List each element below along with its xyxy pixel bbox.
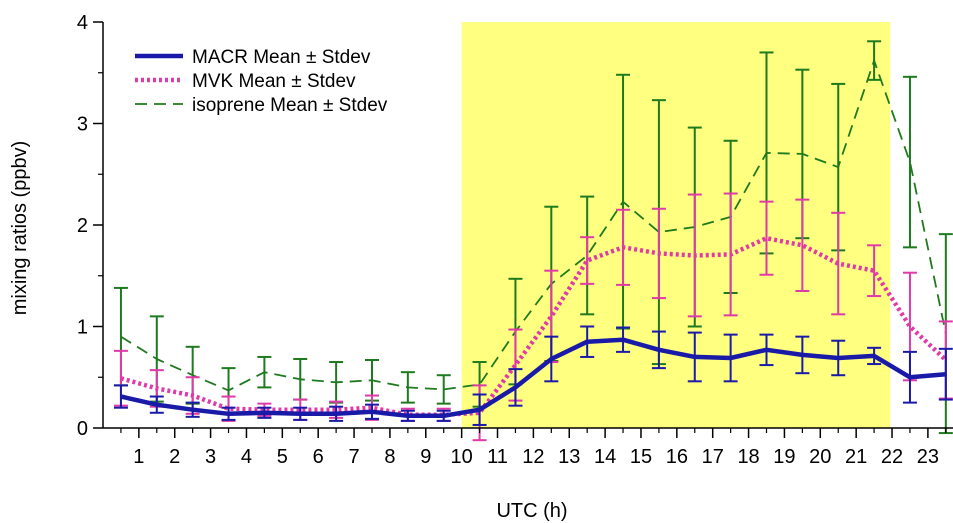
legend-label-macr: MACR Mean ± Stdev: [192, 47, 371, 68]
y-tick-label: 2: [77, 215, 88, 237]
x-tick-label: 5: [277, 446, 288, 468]
x-tick-label: 2: [169, 446, 180, 468]
legend-label-mvk: MVK Mean ± Stdev: [192, 71, 356, 92]
x-tick-label: 19: [773, 446, 795, 468]
series-layer: [113, 40, 953, 442]
x-tick-label: 17: [702, 446, 724, 468]
x-axis-title: UTC (h): [496, 500, 567, 522]
x-tick-label: 1: [133, 446, 144, 468]
daytime-highlight-band: [461, 22, 891, 428]
macr-series: [113, 325, 953, 426]
x-tick-label: 9: [420, 446, 431, 468]
y-axis-title: mixing ratios (ppbv): [9, 141, 31, 316]
x-tick-label: 8: [384, 446, 395, 468]
legend: MACR Mean ± Stdev MVK Mean ± Stdev isopren…: [135, 47, 388, 116]
isoprene-mean-line: [120, 59, 947, 392]
x-tick-label: 20: [809, 446, 831, 468]
y-tick-label: 3: [77, 114, 88, 136]
x-tick-label: 11: [487, 446, 508, 468]
x-tick-label: 4: [241, 446, 252, 468]
x-tick-label: 3: [205, 446, 216, 468]
x-tick-label: 14: [594, 446, 616, 468]
y-tick-label: 0: [77, 418, 88, 440]
x-tick-label: 7: [348, 446, 359, 468]
x-tick-label: 15: [630, 446, 652, 468]
x-tick-label: 23: [917, 446, 939, 468]
legend-label-isoprene: isoprene Mean ± Stdev: [192, 95, 388, 116]
y-tick-label: 1: [77, 317, 88, 339]
x-tick-label: 21: [845, 446, 867, 468]
x-tick-label: 6: [313, 446, 324, 468]
x-tick-label: 13: [558, 446, 580, 468]
x-tick-label: 18: [737, 446, 759, 468]
x-tick-label: 10: [451, 446, 473, 468]
x-tick-label: 22: [881, 446, 903, 468]
x-tick-label: 12: [522, 446, 544, 468]
x-tick-label: 16: [666, 446, 688, 468]
y-tick-label: 4: [77, 12, 88, 34]
macr-mean-line: [120, 337, 946, 419]
